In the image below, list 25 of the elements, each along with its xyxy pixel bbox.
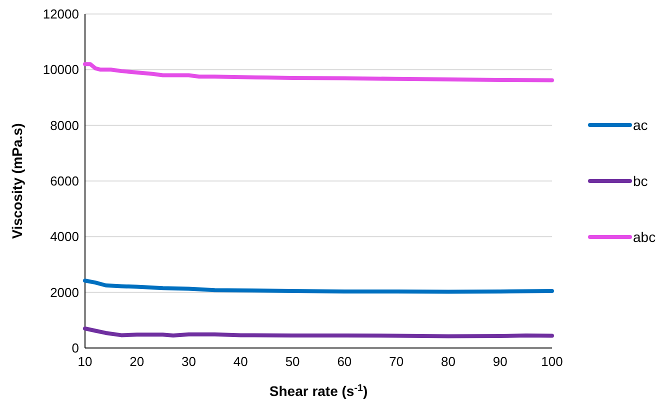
y-tick-label: 4000 — [50, 229, 79, 244]
y-tick-label: 12000 — [42, 6, 79, 22]
y-tick-label: 6000 — [50, 174, 79, 189]
y-tick-label: 2000 — [50, 284, 79, 300]
y-axis-title: Viscosity (mPa.s) — [9, 123, 25, 239]
x-axis-title: Shear rate (s$^{-1}$) — [269, 382, 368, 399]
x-tick-label: 100 — [541, 354, 563, 369]
x-tick-label: 10 — [78, 354, 92, 369]
y-tick-label: 10000 — [42, 62, 79, 78]
x-tick-label: 80 — [440, 354, 456, 369]
line-series — [83, 326, 554, 338]
y-tick-label: 8000 — [50, 118, 79, 133]
legend-label: ac — [633, 116, 648, 133]
x-tick-label: 50 — [285, 354, 300, 369]
y-tick-label: 0 — [72, 340, 79, 356]
line-series — [83, 278, 554, 294]
x-tick-label: 30 — [182, 354, 196, 369]
legend-label: bc — [633, 172, 648, 189]
x-tick-label: 90 — [492, 354, 508, 369]
x-tick-label: 20 — [130, 354, 144, 369]
x-tick-label: 40 — [233, 354, 248, 369]
x-tick-label: 70 — [389, 354, 404, 369]
legend-label: abc — [633, 228, 656, 245]
x-tick-label: 60 — [337, 354, 352, 369]
line-series — [83, 62, 554, 82]
